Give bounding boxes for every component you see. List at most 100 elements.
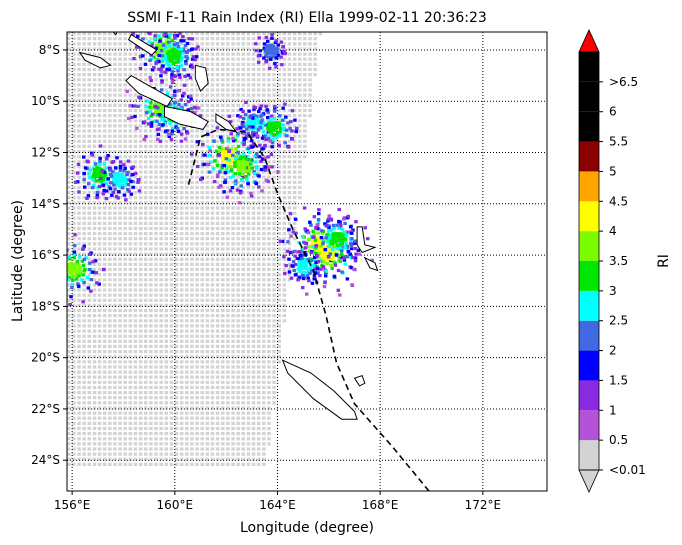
rain-pixel	[283, 272, 287, 275]
swath-row	[67, 150, 307, 153]
rain-pixel	[171, 80, 175, 83]
rain-pixel	[216, 126, 220, 129]
rain-pixel	[327, 255, 331, 258]
rain-pixel	[189, 76, 193, 79]
rain-pixel	[298, 250, 302, 253]
rain-pixel	[317, 208, 321, 211]
rain-pixel	[132, 57, 136, 60]
swath-row	[67, 299, 286, 302]
rain-pixel	[181, 51, 185, 54]
swath-row	[67, 365, 276, 368]
rain-pixel	[65, 274, 69, 277]
rain-pixel	[174, 75, 178, 78]
rain-pixel	[293, 255, 297, 258]
colorbar-segment	[579, 321, 599, 351]
rain-pixel	[177, 45, 181, 48]
rain-pixel	[73, 244, 77, 247]
rain-pixel	[186, 131, 190, 134]
rain-pixel	[235, 127, 239, 130]
rain-pixel	[152, 66, 156, 69]
rain-pixel	[171, 67, 175, 70]
rain-pixel	[99, 177, 103, 180]
rain-pixel	[267, 165, 271, 168]
rain-pixel	[338, 208, 342, 211]
x-axis-label: Longitude (degree)	[240, 520, 374, 536]
rain-pixel	[294, 218, 298, 221]
rain-pixel	[277, 144, 281, 147]
rain-pixel	[285, 134, 289, 137]
rain-pixel	[86, 160, 90, 163]
rain-pixel	[148, 76, 152, 79]
rain-pixel	[133, 115, 137, 118]
rain-pixel	[230, 169, 234, 172]
rain-pixel	[158, 113, 162, 116]
rain-pixel	[76, 172, 80, 175]
rain-pixel	[229, 165, 233, 168]
rain-pixel	[105, 166, 109, 169]
rain-pixel	[254, 106, 258, 109]
rain-pixel	[91, 179, 95, 182]
rain-pixel	[153, 37, 157, 40]
rain-pixel	[329, 218, 333, 221]
rain-pixel	[273, 117, 277, 120]
rain-pixel	[164, 55, 168, 58]
rain-pixel	[78, 255, 82, 258]
rain-pixel	[217, 186, 221, 189]
rain-pixel	[77, 190, 81, 193]
rain-pixel	[166, 61, 170, 64]
rain-pixel	[249, 192, 253, 195]
rain-pixel	[273, 62, 277, 65]
rain-pixel	[347, 215, 351, 218]
rain-pixel	[248, 151, 252, 154]
rain-pixel	[55, 283, 59, 286]
rain-pixel	[173, 34, 177, 37]
rain-pixel	[190, 48, 194, 51]
rain-pixel	[127, 190, 131, 193]
rain-pixel	[241, 110, 245, 113]
rain-pixel	[340, 249, 344, 252]
colorbar-tick-label: 5.5	[609, 135, 628, 149]
rain-pixel	[287, 258, 291, 261]
rain-pixel	[106, 177, 110, 180]
rain-pixel	[260, 147, 264, 150]
rain-pixel	[127, 183, 131, 186]
rain-pixel	[310, 259, 314, 262]
rain-pixel	[284, 116, 288, 119]
rain-pixel	[318, 274, 322, 277]
rain-pixel	[203, 154, 207, 157]
rain-pixel	[159, 74, 163, 77]
rain-pixel	[304, 227, 308, 230]
rain-pixel	[257, 54, 261, 57]
rain-pixel	[177, 130, 181, 133]
rain-pixel	[307, 279, 311, 282]
rain-pixel	[55, 267, 59, 270]
rain-pixel	[176, 127, 180, 130]
rain-pixel	[98, 185, 102, 188]
rain-pixel	[255, 182, 259, 185]
rain-pixel	[312, 235, 316, 238]
rain-pixel	[86, 276, 90, 279]
rain-pixel	[294, 273, 298, 276]
rain-pixel	[234, 172, 238, 175]
rain-pixel	[141, 37, 145, 40]
rain-pixel	[87, 286, 91, 289]
rain-pixel	[212, 140, 216, 143]
rain-pixel	[181, 35, 185, 38]
rain-pixel	[82, 264, 86, 267]
rain-pixel	[314, 239, 318, 242]
rain-pixel	[219, 136, 223, 139]
colorbar-tick-label: 4	[609, 224, 617, 238]
rain-pixel	[112, 160, 116, 163]
rain-core	[113, 173, 123, 183]
rain-pixel	[283, 103, 287, 106]
rain-pixel	[315, 254, 319, 257]
rain-pixel	[233, 161, 237, 164]
colorbar-segment	[579, 171, 599, 201]
rain-pixel	[58, 272, 62, 275]
x-tick-label: 160°E	[157, 498, 194, 512]
rain-pixel	[133, 105, 137, 108]
rain-pixel	[317, 212, 321, 215]
rain-pixel	[295, 130, 299, 133]
rain-pixel	[119, 160, 123, 163]
swath-row	[67, 391, 276, 394]
